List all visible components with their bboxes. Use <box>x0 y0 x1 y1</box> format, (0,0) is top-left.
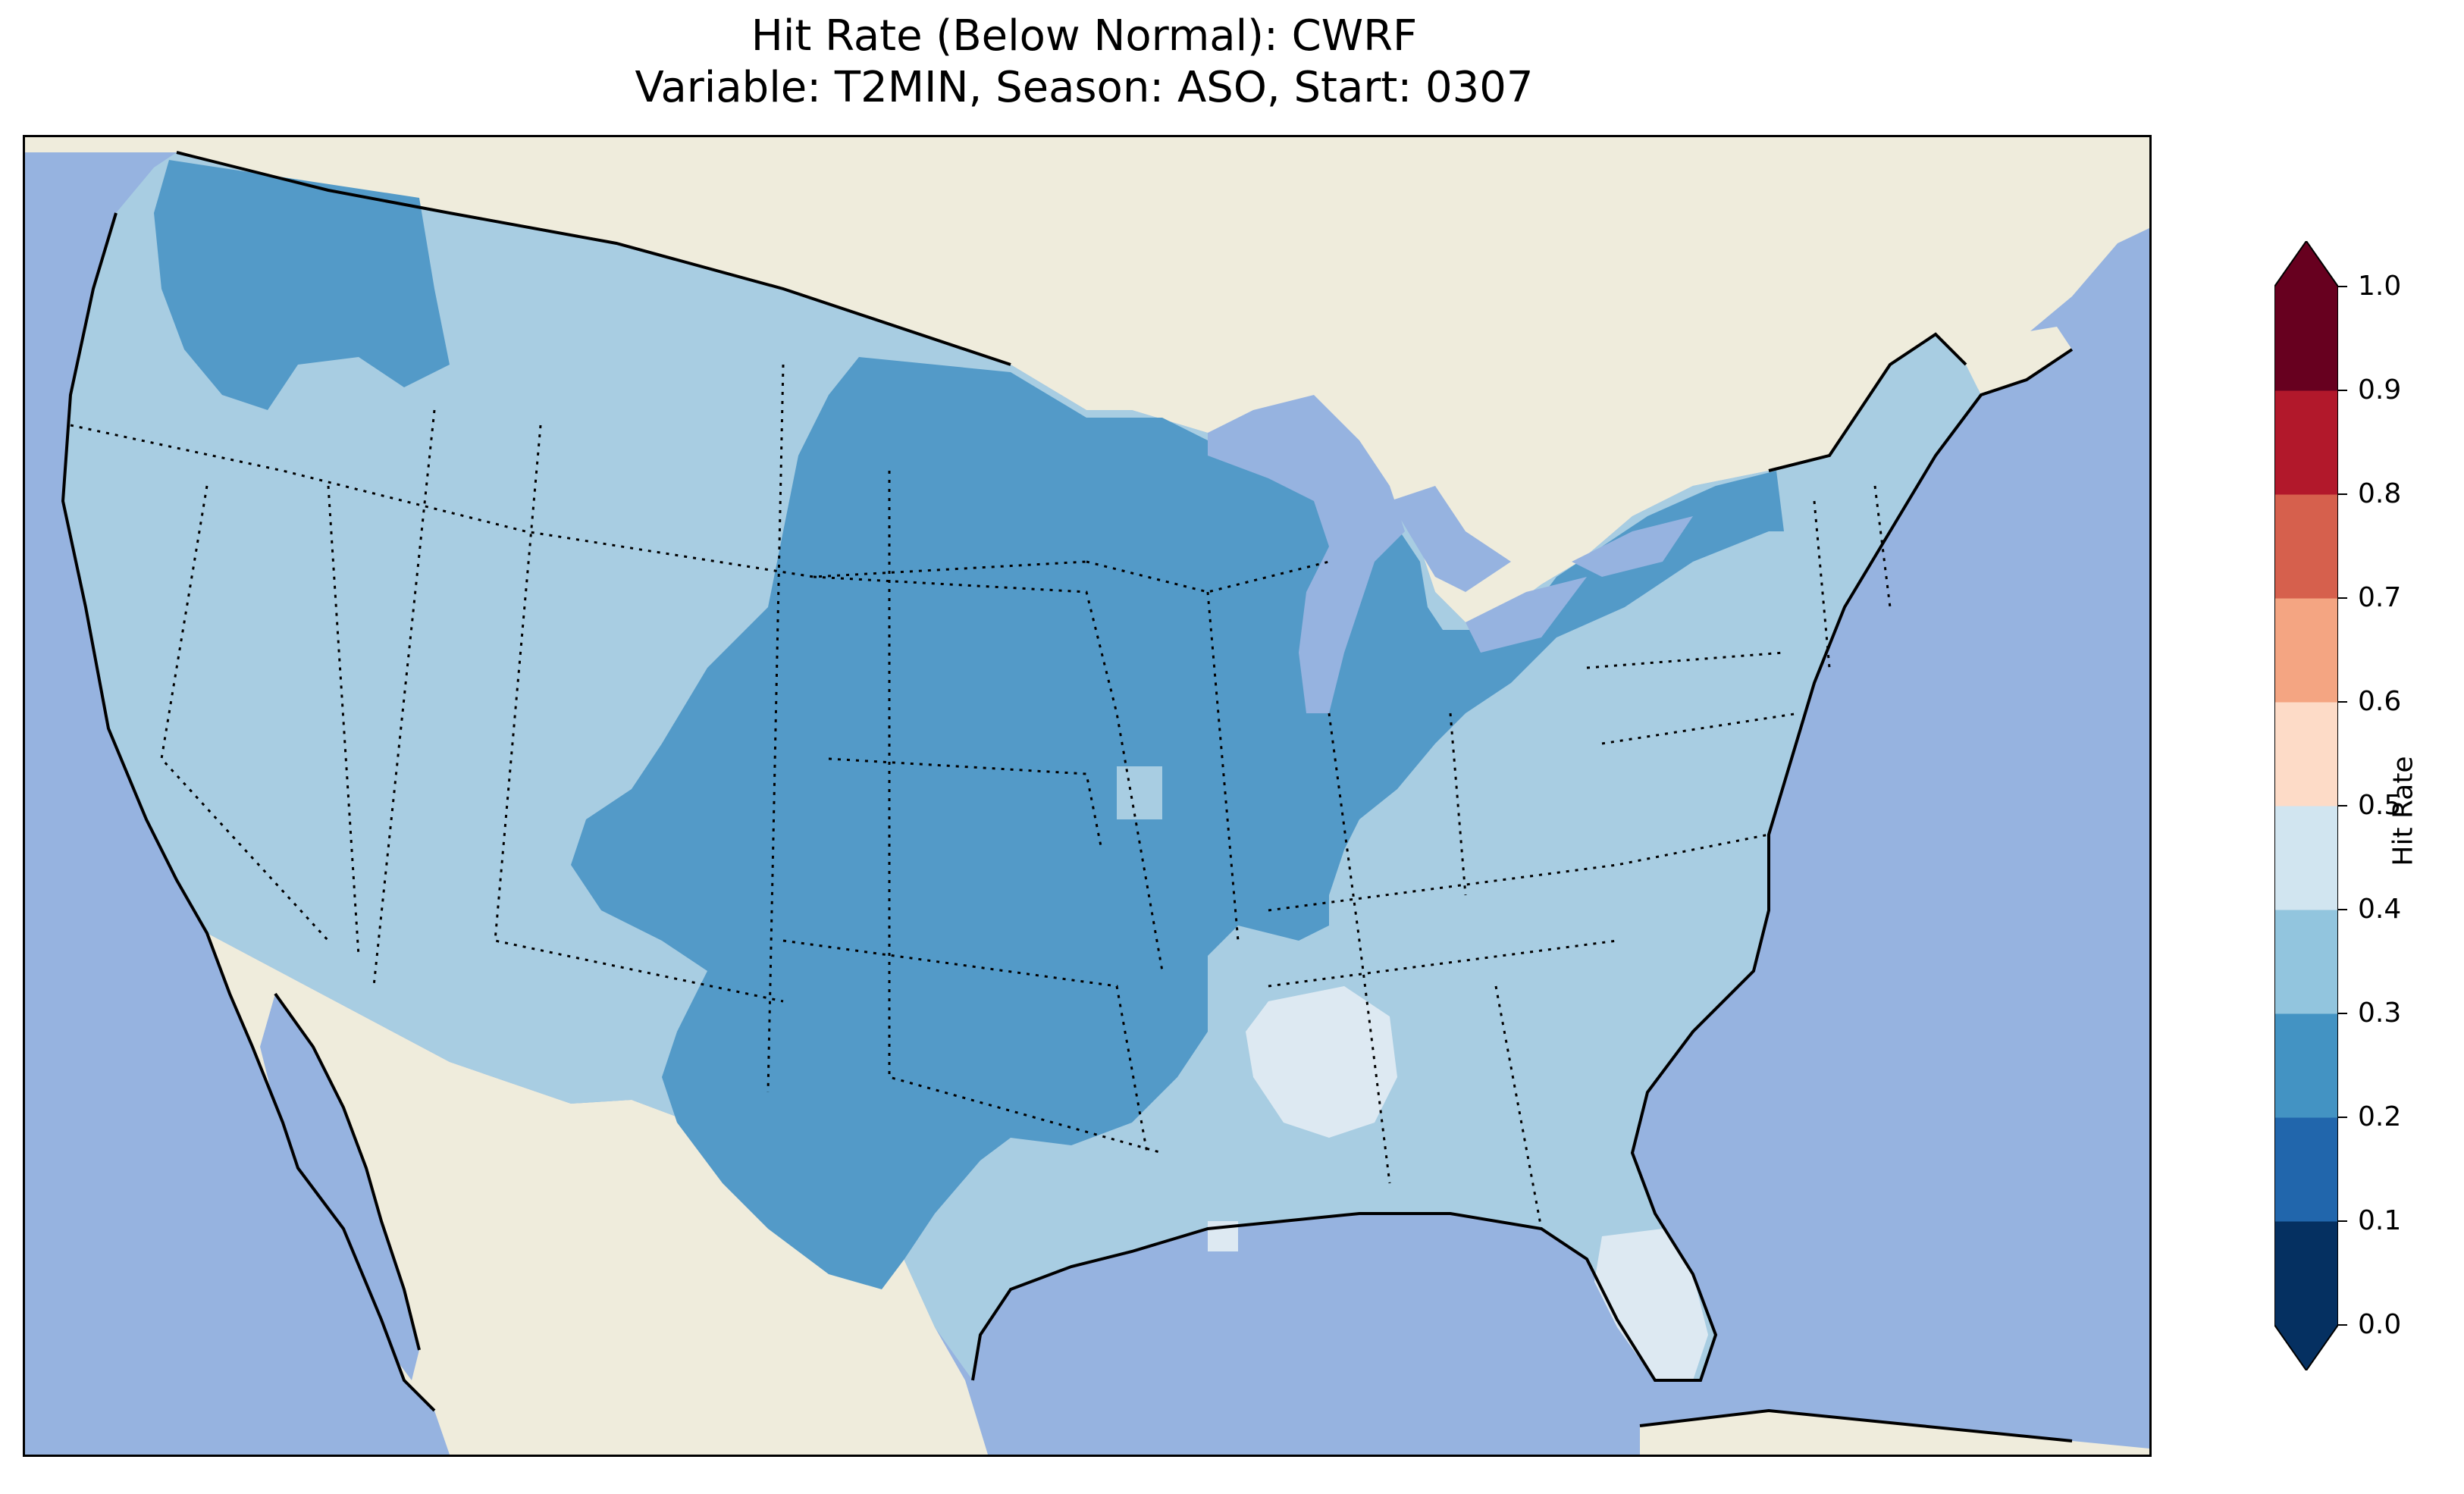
florida-light-region <box>1594 1229 1708 1380</box>
colorbar-tick-mark <box>2338 390 2347 391</box>
map-panel <box>23 135 2152 1457</box>
colorbar-extend-high <box>2274 241 2338 287</box>
colorbar-tick-mark <box>2338 909 2347 910</box>
colorbar-segment <box>2274 1117 2338 1222</box>
great-lakes <box>1208 395 1693 713</box>
colorbar-tick-mark <box>2338 1220 2347 1222</box>
colorbar-tick-label: 0.7 <box>2358 582 2402 613</box>
colorbar-tick-mark <box>2338 1117 2347 1118</box>
title-line-1: Hit Rate (Below Normal): CWRF <box>751 11 1418 61</box>
coastlines <box>61 151 2074 1442</box>
colorbar-tick-label: 0.1 <box>2358 1205 2402 1236</box>
colorbar-segment <box>2274 1221 2338 1326</box>
colorbar-tick-label: 0.0 <box>2358 1309 2402 1340</box>
colorbar-segment <box>2274 806 2338 910</box>
colorbar-tick-label: 0.6 <box>2358 686 2402 717</box>
colorbar-tick-label: 0.3 <box>2358 998 2402 1029</box>
colorbar-segment <box>2274 1013 2338 1118</box>
cuba-land <box>1640 1411 2149 1455</box>
colorbar-tick-label: 0.4 <box>2358 894 2402 925</box>
colorbar-segment <box>2274 494 2338 599</box>
colorbar-segment <box>2274 910 2338 1014</box>
colorbar-tick-mark <box>2338 1324 2347 1326</box>
central-plains-region <box>571 357 1784 1289</box>
washington-region <box>154 160 450 410</box>
colorbar-tick-mark <box>2338 493 2347 495</box>
colorbar-tick-mark <box>2338 701 2347 703</box>
colorbar-tick-mark <box>2338 805 2347 807</box>
colorbar-tick-mark <box>2338 597 2347 599</box>
map-canvas <box>25 137 2149 1455</box>
colorbar-tick-mark <box>2338 286 2347 287</box>
colorbar-tick-label: 1.0 <box>2358 271 2402 302</box>
canada-land <box>25 137 2149 622</box>
colorbar <box>2274 241 2338 1370</box>
colorbar-tick-mark <box>2338 1013 2347 1014</box>
alabama-light-region <box>1246 986 1397 1138</box>
title-line-2: Variable: T2MIN, Season: ASO, Start: 030… <box>635 63 1534 112</box>
colorbar-label: Hit Rate <box>2387 756 2419 866</box>
missouri-light-patch <box>1117 766 1162 819</box>
colorbar-segment <box>2274 390 2338 495</box>
gulf-of-california <box>260 994 419 1380</box>
nova-scotia-land <box>1966 327 2072 395</box>
colorbar-extend-low <box>2274 1325 2338 1370</box>
colorbar-segment <box>2274 287 2338 391</box>
colorbar-tick-label: 0.9 <box>2358 374 2402 406</box>
state-borders <box>70 364 1892 1229</box>
colorbar-tick-label: 0.8 <box>2358 478 2402 509</box>
colorbar-segment <box>2274 702 2338 807</box>
colorbar-tick-label: 0.2 <box>2358 1101 2402 1132</box>
colorbar-segment <box>2274 598 2338 703</box>
colorbar-tick-label: 0.5 <box>2358 790 2402 821</box>
chart-title: Hit Rate (Below Normal): CWRF Variable: … <box>0 11 2168 114</box>
